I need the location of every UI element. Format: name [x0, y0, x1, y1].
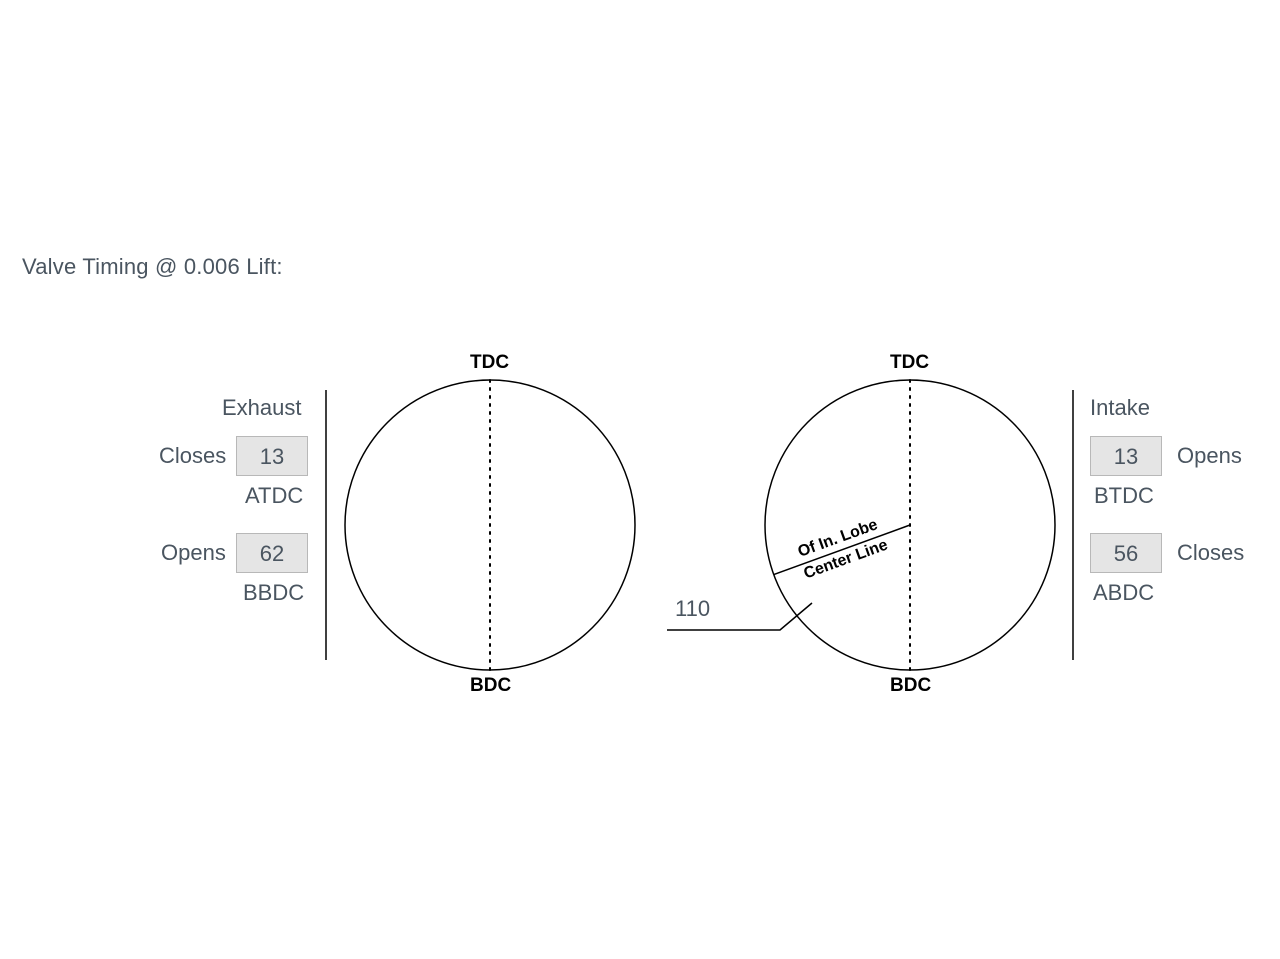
- intake-tdc-label: TDC: [890, 352, 929, 374]
- exhaust-closes-ref: ATDC: [245, 483, 303, 509]
- exhaust-bdc-label: BDC: [470, 675, 511, 697]
- intake-opens-ref: BTDC: [1094, 483, 1154, 509]
- intake-header: Intake: [1090, 395, 1150, 421]
- timing-diagram-svg: [0, 0, 1280, 959]
- intake-closes-value: 56: [1090, 533, 1162, 573]
- exhaust-closes-label: Closes: [159, 443, 226, 469]
- intake-closes-ref: ABDC: [1093, 580, 1154, 606]
- exhaust-opens-ref: BBDC: [243, 580, 304, 606]
- intake-bdc-label: BDC: [890, 675, 931, 697]
- intake-closes-label: Closes: [1177, 540, 1244, 566]
- centerline-value: 110: [675, 596, 710, 622]
- exhaust-opens-label: Opens: [161, 540, 226, 566]
- exhaust-closes-value: 13: [236, 436, 308, 476]
- exhaust-opens-value: 62: [236, 533, 308, 573]
- intake-opens-label: Opens: [1177, 443, 1242, 469]
- exhaust-header: Exhaust: [222, 395, 302, 421]
- intake-opens-value: 13: [1090, 436, 1162, 476]
- exhaust-tdc-label: TDC: [470, 352, 509, 374]
